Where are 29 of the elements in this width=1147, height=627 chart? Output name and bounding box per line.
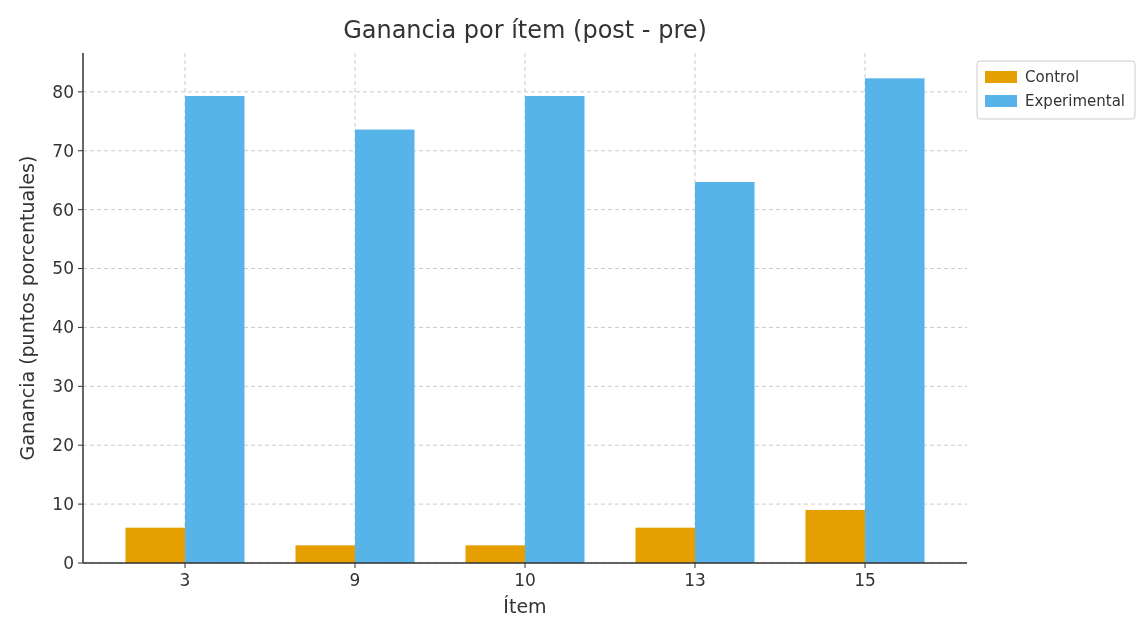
y-tick-label: 30 xyxy=(52,376,74,397)
legend-label: Experimental xyxy=(1025,92,1126,111)
bar xyxy=(635,527,695,563)
x-tick-label: 3 xyxy=(179,570,191,590)
bar xyxy=(295,545,355,563)
y-tick-label: 40 xyxy=(52,317,74,338)
x-tick-label: 15 xyxy=(854,570,876,590)
legend-label: Control xyxy=(1025,68,1080,87)
bar xyxy=(355,129,415,563)
y-tick-label: 80 xyxy=(52,81,74,102)
bar xyxy=(125,527,185,563)
y-tick-label: 70 xyxy=(52,140,74,161)
y-axis-title: Ganancia (puntos porcentuales) xyxy=(16,155,38,461)
bar xyxy=(865,78,925,563)
x-axis-title: Ítem xyxy=(503,595,547,617)
y-tick-label: 20 xyxy=(52,435,74,456)
y-tick-label: 60 xyxy=(52,199,74,220)
chart-title: Ganancia por ítem (post - pre) xyxy=(343,16,707,44)
y-tick-label: 10 xyxy=(52,494,74,515)
x-tick-label: 13 xyxy=(684,570,706,590)
x-tick-label: 9 xyxy=(349,570,361,590)
y-tick-label: 0 xyxy=(63,552,74,573)
bar xyxy=(185,95,245,563)
bar xyxy=(695,181,755,563)
x-tick-label: 10 xyxy=(514,570,536,590)
bar xyxy=(465,545,525,563)
bar xyxy=(525,95,585,563)
y-tick-label: 50 xyxy=(52,258,74,279)
bar xyxy=(805,510,865,563)
